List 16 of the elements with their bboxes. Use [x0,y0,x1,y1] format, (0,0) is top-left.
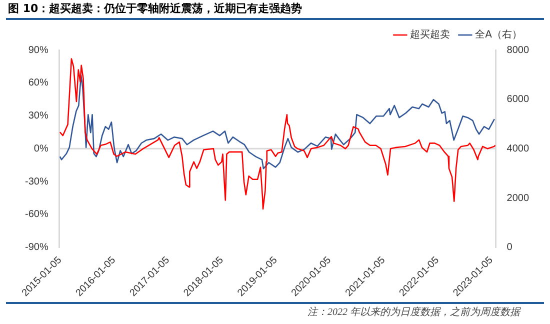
y2-tick-label: 4000 [506,143,530,154]
chart-title: 图 10：超买超卖：仍位于零轴附近震荡，近期已有走强趋势 [7,1,304,17]
y-tick-label: -60% [24,209,48,220]
legend-label: 超买超卖 [410,28,450,41]
text: 注：2022 年以来的为日度数据，之前为周度数据 [308,307,520,318]
y2-tick-label: 8000 [506,44,530,56]
y-tick-label: 30% [28,110,48,122]
y-tick-label: -30% [24,176,48,188]
y2-tick-label: 2000 [506,192,530,204]
y-tick-label: 60% [28,78,48,89]
y-tick-label: -90% [24,242,48,254]
legend-label: 全A（右） [475,28,522,41]
y-tick-label: 90% [28,44,48,56]
y2-tick-label: 0 [506,242,513,254]
y-tick-label: 0% [34,143,48,154]
y2-tick-label: 6000 [506,94,530,106]
